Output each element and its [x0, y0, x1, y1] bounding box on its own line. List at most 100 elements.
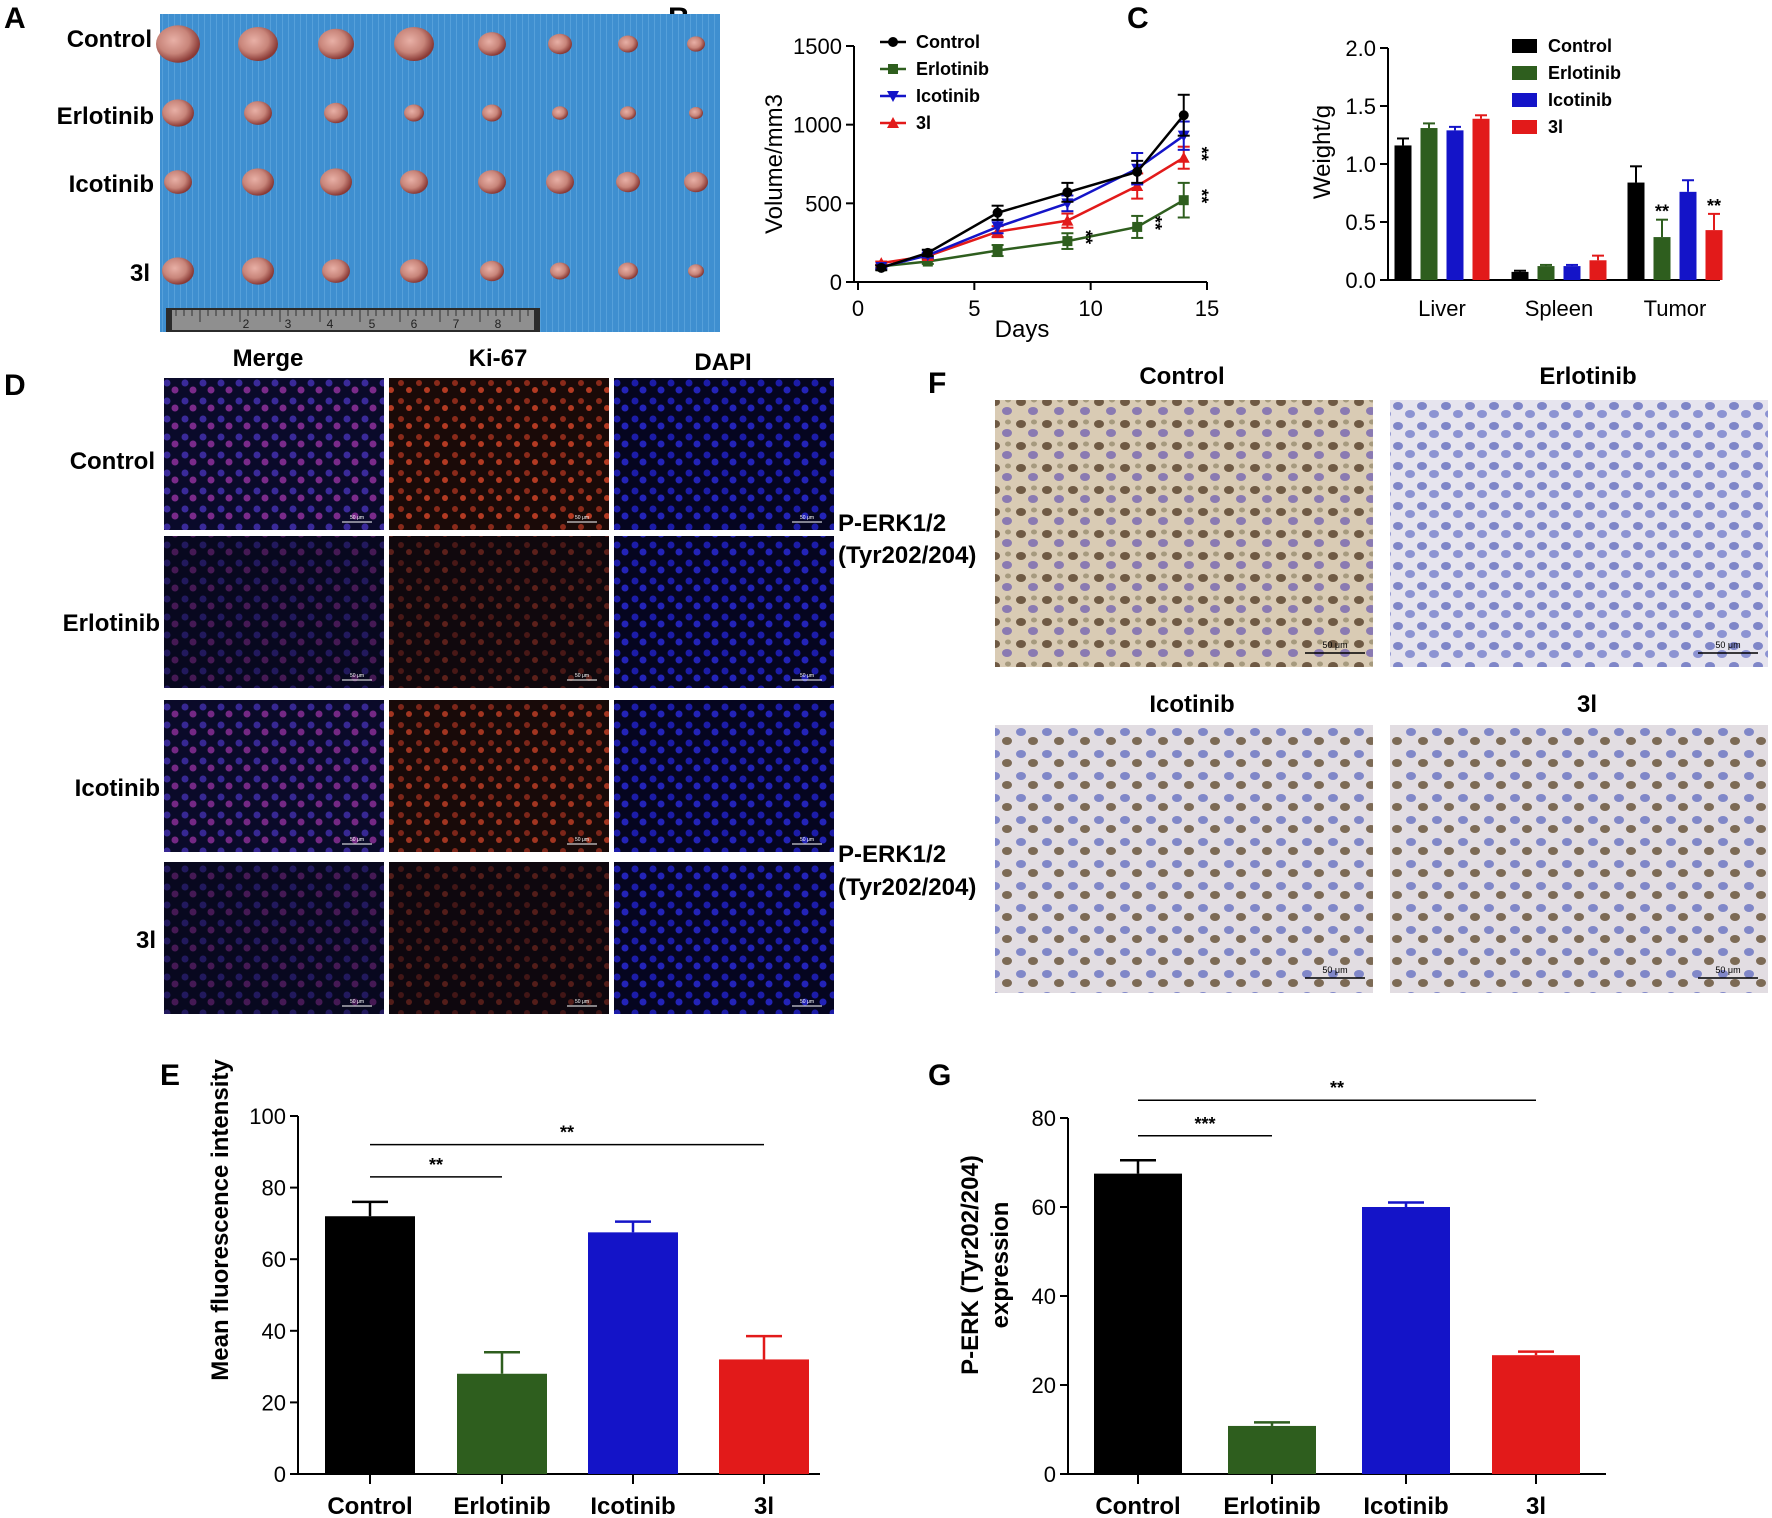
- chart-c-legend-label-control: Control: [1548, 36, 1612, 56]
- chart-c-bar-liver-erlotinib: [1420, 128, 1438, 280]
- chart-c-significance: **: [1707, 196, 1721, 216]
- chart-c-legend-swatch-3l: [1512, 120, 1537, 134]
- photo-row-label-icotinib: Icotinib: [69, 171, 154, 198]
- ruler-number: 5: [369, 317, 376, 331]
- tumor-sample: [164, 170, 192, 194]
- chart-g-bars: Control Erlotinib Icotinib 3l*****: [1094, 1078, 1580, 1518]
- chart-g-bar-control: [1094, 1173, 1182, 1474]
- panel-a-photo: 2 3 4 5 6 7 8 Control Erlotinib Icotinib 3l: [57, 14, 720, 332]
- tumor-sample: [687, 36, 705, 52]
- chart-e-category-label-control: Control: [327, 1493, 412, 1518]
- chart-b-point-3l: [1131, 180, 1144, 192]
- chart-b-line-control: [880, 114, 1185, 270]
- chart-g-bar-icotinib: [1362, 1207, 1450, 1474]
- chart-c-y-tick-label: 1.0: [1345, 152, 1376, 177]
- chart-b-significance: **: [1192, 147, 1212, 161]
- panel-letter-A: A: [4, 2, 26, 35]
- ruler-number: 4: [327, 317, 334, 331]
- chart-c-bar-tumor-control: [1627, 182, 1645, 280]
- if-scale-label: 50 μm: [800, 999, 814, 1005]
- if-image-erlotinib-merge: [164, 536, 384, 688]
- chart-c-bar-spleen-icotinib: [1563, 266, 1581, 280]
- chart-c-bar-tumor-icotinib: [1679, 191, 1697, 280]
- ihc-scale-label-icotinib: 50 μm: [1322, 965, 1347, 975]
- ruler-number: 6: [411, 317, 418, 331]
- ihc-scale-bars: [1305, 652, 1758, 979]
- if-image-3l-merge: [164, 862, 384, 1014]
- panel-a-row-labels: Control Erlotinib Icotinib 3l: [57, 26, 154, 287]
- chart-e-fluorescence: 0 20 40 60 80 100 Control Erlotinib Icotinib 3l *…: [207, 1059, 820, 1518]
- ihc-image-erlotinib: [1390, 400, 1768, 667]
- chart-b-legend-label-3l: 3l: [916, 113, 931, 133]
- chart-c-bar-spleen-3l: [1589, 260, 1607, 280]
- chart-b-tumor-volume: 0 500 1000 1500 0 5 10 15 ** ** ** ** Days Volume/…: [761, 32, 1219, 343]
- ihc-title-icotinib: Icotinib: [1149, 691, 1234, 718]
- chart-c-bar-liver-control: [1394, 145, 1412, 280]
- chart-c-category-label-spleen: Spleen: [1525, 296, 1594, 321]
- if-column-header-ki67: Ki-67: [469, 345, 528, 372]
- chart-c-y-axis-label: Weight/g: [1309, 105, 1336, 199]
- ihc-side-label-top-line2: (Tyr202/204): [838, 542, 976, 569]
- chart-e-y-tick-label: 0: [274, 1462, 286, 1487]
- if-image-3l-ki-67: [389, 862, 609, 1014]
- tumor-sample: [242, 257, 274, 285]
- chart-b-legend-label-icotinib: Icotinib: [916, 86, 980, 106]
- chart-e-bar-icotinib: [588, 1232, 678, 1474]
- ihc-image-icotinib: [995, 725, 1373, 993]
- chart-c-legend-label-icotinib: Icotinib: [1548, 90, 1612, 110]
- tumor-sample: [324, 102, 348, 124]
- ihc-scale-label-erlotinib: 50 μm: [1715, 640, 1740, 650]
- ihc-side-label-bottom-line1: P-ERK1/2: [838, 841, 946, 868]
- if-image-icotinib-dapi: [614, 700, 834, 852]
- chart-b-x-tick-label: 10: [1078, 296, 1102, 321]
- chart-e-bar-control: [325, 1216, 415, 1474]
- chart-c-bars: Liver Spleen Tumor ** **: [1394, 114, 1723, 321]
- if-column-header-merge: Merge: [233, 345, 304, 372]
- chart-g-significance-label: **: [1330, 1078, 1344, 1098]
- panel-letter-D: D: [4, 369, 26, 402]
- chart-c-bar-spleen-control: [1511, 271, 1529, 280]
- chart-e-y-tick-label: 40: [262, 1319, 286, 1344]
- chart-e-bar-erlotinib: [457, 1373, 547, 1474]
- chart-b-x-tick-label: 15: [1195, 296, 1219, 321]
- if-scale-label: 50 μm: [800, 837, 814, 843]
- chart-c-legend: Control Erlotinib Icotinib 3l: [1512, 36, 1621, 137]
- if-row-label-erlotinib: Erlotinib: [63, 610, 160, 637]
- ruler-number: 7: [453, 317, 460, 331]
- tumor-sample: [550, 262, 570, 280]
- chart-b-point-control: [1062, 187, 1073, 198]
- chart-b-point-erlotinib: [922, 256, 933, 267]
- if-image-control-ki-67: [389, 378, 609, 530]
- tumor-sample: [478, 170, 506, 194]
- tumor-sample: [482, 104, 502, 122]
- chart-b-legend: Control Erlotinib Icotinib 3l: [880, 32, 989, 133]
- chart-b-y-tick-label: 500: [805, 191, 842, 216]
- if-image-icotinib-merge: [164, 700, 384, 852]
- tumor-sample: [322, 259, 350, 283]
- ihc-title-3l: 3l: [1577, 691, 1597, 718]
- if-scale-label: 50 μm: [575, 999, 589, 1005]
- chart-g-category-label-icotinib: Icotinib: [1363, 1493, 1448, 1518]
- if-scale-label: 50 μm: [575, 515, 589, 521]
- tumor-sample: [552, 106, 568, 120]
- ruler-number: 2: [243, 317, 250, 331]
- tumor-sample: [478, 32, 506, 56]
- chart-c-bar-tumor-3l: [1705, 230, 1723, 280]
- if-image-icotinib-ki-67: [389, 700, 609, 852]
- tumor-sample: [404, 104, 424, 122]
- tumor-sample: [400, 259, 428, 283]
- tumor-sample: [616, 171, 640, 193]
- chart-b-point-erlotinib: [992, 245, 1003, 256]
- chart-b-legend-marker-3l: [887, 117, 899, 128]
- tumor-sample: [689, 107, 703, 119]
- chart-g-y-axis-label-line1: P-ERK (Tyr202/204): [957, 1155, 984, 1375]
- tumor-sample: [548, 33, 572, 55]
- if-scale-label: 50 μm: [350, 673, 364, 679]
- chart-e-y-axis-label: Mean fluorescence intensity: [207, 1059, 234, 1381]
- chart-c-y-tick-label: 1.5: [1345, 94, 1376, 119]
- tumor-sample: [480, 260, 504, 282]
- tumor-sample: [238, 27, 278, 61]
- chart-b-y-tick-label: 0: [830, 270, 842, 295]
- chart-c-legend-label-erlotinib: Erlotinib: [1548, 63, 1621, 83]
